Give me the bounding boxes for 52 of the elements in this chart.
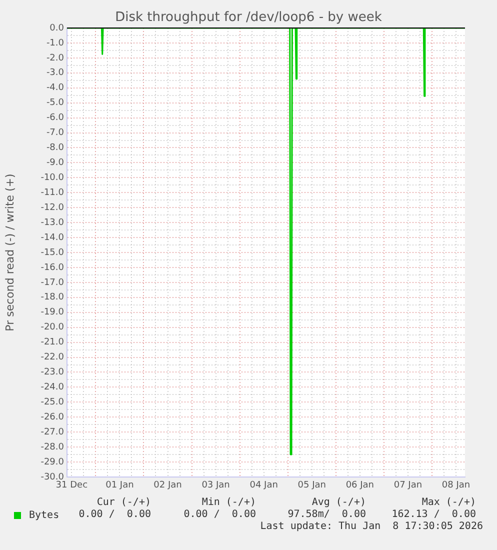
y-tick-label: 0.0 (50, 23, 64, 34)
x-tick-label: 06 Jan (346, 480, 374, 491)
y-tick-label: -2.0 (46, 53, 64, 64)
y-axis-title: Pr second read (-) / write (+) (3, 174, 16, 332)
text: 0.00 / 0.00 (184, 509, 256, 520)
text: Min (-/+) (202, 497, 256, 508)
chart-title: Disk throughput for /dev/loop6 - by week (114, 10, 383, 25)
y-tick-label: -5.0 (46, 98, 64, 108)
y-tick-label: -30.0 (40, 472, 64, 482)
y-tick-label: -8.0 (46, 143, 64, 154)
text: Cur (-/+) (96, 497, 151, 508)
y-tick-label: -25.0 (40, 398, 64, 408)
y-tick-label: -12.0 (40, 202, 64, 213)
y-tick-label: -21.0 (40, 338, 64, 348)
x-tick-label: 08 Jan (442, 480, 470, 491)
y-tick-label: -27.0 (40, 427, 64, 438)
y-tick-label: -10.0 (40, 173, 64, 184)
y-tick-label: -3.0 (46, 68, 64, 78)
y-tick-label: -1.0 (46, 38, 64, 48)
text: Max (-/+) (422, 497, 476, 508)
y-tick-label: -19.0 (40, 308, 64, 318)
text: 162.13 / 0.00 (392, 509, 476, 520)
y-tick-label: -16.0 (40, 262, 64, 273)
y-tick-label: -20.0 (40, 322, 64, 333)
text: 97.58m/ 0.00 (288, 509, 366, 520)
y-tick-label: -17.0 (40, 278, 64, 288)
y-tick-label: -22.0 (40, 352, 64, 363)
text: Avg (-/+) (312, 497, 366, 508)
text: 0.00 / 0.00 (78, 509, 151, 520)
x-tick-label: 05 Jan (298, 480, 326, 491)
y-tick-label: -14.0 (40, 232, 64, 243)
x-tick-label: 31 Dec (56, 480, 88, 491)
x-tick-label: 03 Jan (202, 480, 230, 491)
x-tick-label: 07 Jan (394, 480, 422, 491)
legend-label: Bytes (29, 510, 60, 521)
x-tick-label: 01 Jan (106, 480, 134, 491)
text: Last update: Thu Jan 8 17:30:05 2026 (260, 521, 483, 532)
y-tick-label: -6.0 (46, 113, 64, 124)
y-tick-label: -23.0 (40, 368, 64, 378)
y-tick-label: -24.0 (40, 382, 64, 393)
y-tick-label: -15.0 (40, 248, 64, 258)
y-tick-label: -7.0 (46, 128, 64, 138)
y-tick-label: -11.0 (40, 188, 64, 198)
y-tick-label: -28.0 (40, 442, 64, 452)
y-tick-label: -18.0 (40, 292, 64, 303)
y-tick-label: -9.0 (46, 158, 64, 168)
y-tick-label: -13.0 (40, 218, 64, 228)
y-tick-label: -4.0 (46, 83, 64, 94)
x-tick-label: 02 Jan (154, 480, 182, 491)
y-tick-label: -29.0 (40, 457, 64, 468)
x-tick-label: 04 Jan (250, 480, 278, 491)
y-tick-label: -26.0 (40, 412, 64, 422)
